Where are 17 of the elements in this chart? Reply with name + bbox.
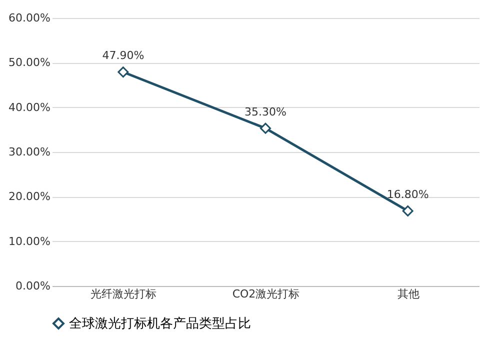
y-tick-label: 0.00% (16, 280, 50, 292)
y-tick-label: 20.00% (8, 190, 50, 204)
data-label: 16.80% (386, 188, 429, 201)
x-tick-label: 光纤激光打标 (90, 288, 157, 300)
y-tick-label: 50.00% (8, 56, 50, 70)
x-tick-label: 其他 (397, 288, 420, 300)
data-label: 47.90% (102, 49, 144, 62)
y-tick-label: 40.00% (8, 100, 50, 114)
point (260, 122, 271, 134)
point (402, 205, 414, 216)
y-tick-label: 10.00% (8, 234, 50, 248)
y-tick-label: 60.00% (8, 12, 50, 24)
legend-label: 全球激光打标机各产品类型占比 (69, 316, 251, 332)
data-label: 35.30% (244, 105, 286, 118)
x-tick-label: CO2激光打标 (232, 288, 300, 300)
point (118, 66, 129, 78)
y-tick-label: 30.00% (8, 146, 50, 158)
